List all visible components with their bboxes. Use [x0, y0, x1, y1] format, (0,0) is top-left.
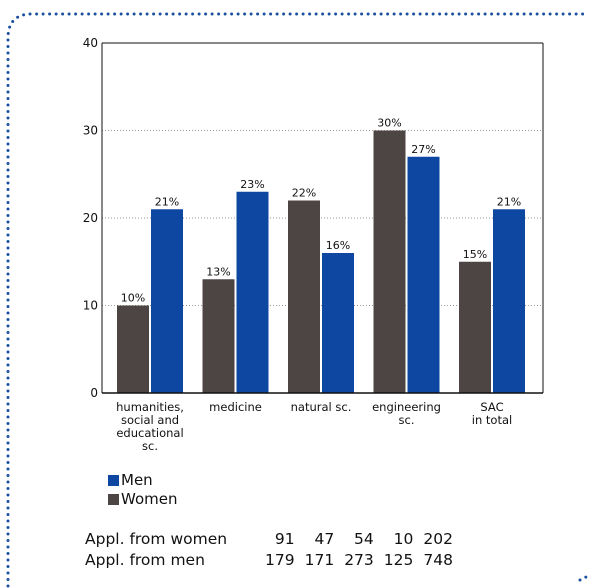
table-cell: 171 [304, 550, 335, 569]
table-cell: 202 [423, 529, 453, 548]
x-tick-label-line: social and [121, 413, 179, 427]
y-tick-label: 20 [83, 211, 98, 225]
x-tick-label-line: medicine [209, 400, 262, 414]
x-tick-label-line: SAC [480, 400, 503, 414]
x-tick-label-line: in total [472, 413, 512, 427]
bar-chart: 0 10 20 30 40 10% 21% humanities, social and educ… [83, 36, 544, 453]
bar-women [459, 261, 491, 393]
legend: Men Women [108, 471, 177, 509]
data-label: 21% [497, 195, 521, 208]
x-tick-label-line: humanities, [116, 400, 184, 414]
table-row: Appl. from men 179 171 273 125 748 [85, 549, 453, 570]
labels: 0 10 20 30 40 10% 21% humanities, social and educ… [83, 36, 522, 453]
bar-men [236, 191, 269, 393]
table-cell: 125 [383, 550, 414, 569]
data-label: 10% [121, 292, 145, 305]
x-tick-label-line: sc. [142, 439, 158, 453]
bar-men [151, 209, 183, 393]
y-tick-label: 40 [83, 36, 98, 50]
legend-item-men: Men [108, 471, 177, 490]
data-label: 23% [240, 178, 264, 191]
bar-women [288, 200, 320, 393]
bar-men [493, 209, 525, 393]
table-cell: 273 [344, 550, 374, 569]
row-label: Appl. from men [85, 550, 205, 569]
legend-label-men: Men [121, 471, 153, 489]
legend-swatch-men [108, 475, 119, 486]
x-tick-label-line: natural sc. [291, 400, 352, 414]
x-tick-label: SAC in total [472, 400, 512, 427]
bar-men [322, 253, 354, 393]
data-label: 16% [326, 239, 350, 252]
bar-women [373, 130, 406, 393]
data-label: 21% [155, 195, 179, 208]
data-label: 15% [463, 248, 487, 261]
x-tick-label: humanities, social and educational sc. [116, 400, 184, 453]
y-tick-label: 10 [83, 299, 98, 313]
table-cell: 748 [423, 550, 453, 569]
table-cell: 91 [274, 529, 295, 548]
x-tick-label-line: sc. [399, 413, 415, 427]
table-cell: 54 [354, 529, 374, 548]
applications-table: Appl. from women 91 47 54 10 202 Appl. f… [85, 528, 453, 570]
y-tick-label: 0 [90, 386, 98, 400]
row-label: Appl. from women [85, 529, 228, 548]
x-tick-label: medicine [209, 400, 262, 414]
data-label: 13% [206, 265, 230, 278]
bar-women [117, 305, 149, 393]
legend-swatch-women [108, 494, 119, 505]
bars [117, 130, 525, 393]
data-label: 27% [411, 143, 435, 156]
x-tick-label: engineering sc. [372, 400, 441, 427]
data-label: 30% [377, 117, 401, 130]
data-label: 22% [292, 187, 316, 200]
table-row: Appl. from women 91 47 54 10 202 [85, 528, 453, 549]
y-tick-label: 30 [83, 124, 98, 138]
table-cell: 47 [314, 529, 335, 548]
table-cell: 10 [393, 529, 414, 548]
bar-women [202, 279, 235, 393]
x-tick-label: natural sc. [291, 400, 352, 414]
bar-men [407, 156, 440, 393]
axes [101, 42, 544, 394]
legend-label-women: Women [121, 490, 178, 508]
x-tick-label-line: engineering [372, 400, 441, 414]
table-cell: 179 [265, 550, 295, 569]
x-tick-label-line: educational [116, 426, 183, 440]
legend-item-women: Women [108, 490, 177, 509]
